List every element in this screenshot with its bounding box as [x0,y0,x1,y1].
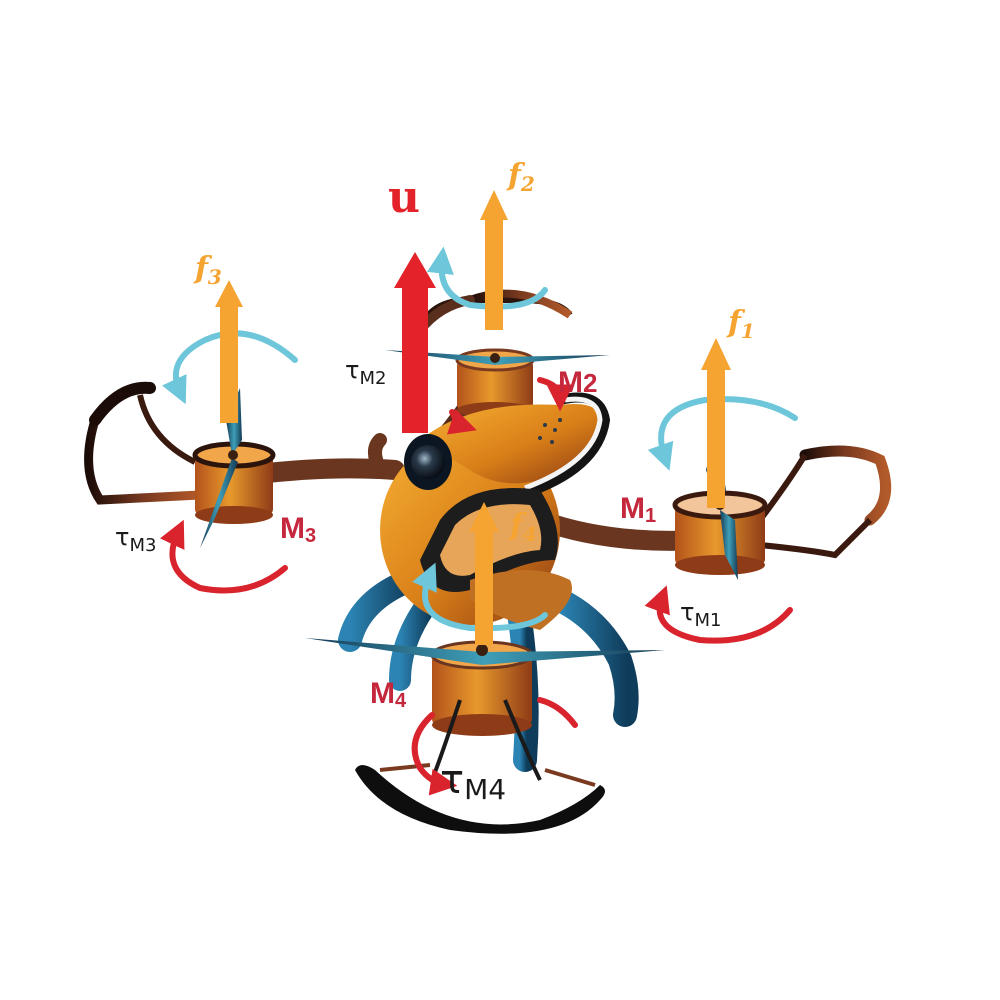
motor-m1 [672,432,892,580]
label-m4: M4 [370,677,407,712]
torque-arrows [160,377,793,796]
label-f3: f3 [193,251,222,289]
curved-arrow-icon [647,396,798,471]
motor-m3 [84,381,276,548]
curved-arrow-icon [644,585,793,644]
thrust-arrows [215,190,731,645]
up-arrow-icon [480,190,508,330]
label-m2: M2 [558,366,597,399]
propeller-m3 [200,458,238,548]
label-f2: f2 [506,158,535,196]
camera-lens-icon [404,434,452,490]
label-m3: M3 [280,512,316,547]
label-tau-m2: τM2 [345,356,386,389]
label-f1: f1 [726,305,755,343]
curved-arrow-icon [412,562,548,632]
curved-arrow-icon [411,712,458,796]
motor-m4 [305,638,665,834]
curved-arrow-icon [162,330,298,405]
curved-arrow-icon [446,408,477,435]
label-tau-m3: τM3 [115,523,156,556]
up-arrow-icon [701,338,731,508]
up-arrow-icon [469,502,499,645]
total-thrust-arrow [394,252,436,433]
label-u: u [388,172,420,223]
front-guard [355,765,605,834]
label-tau-m1: τM1 [680,598,721,631]
curved-arrow-icon [537,697,578,728]
curved-arrow-icon [427,246,548,310]
propeller-m1 [720,510,738,580]
curved-arrow-icon [160,519,288,594]
propeller-m4 [305,638,665,665]
up-arrow-icon [215,280,243,423]
label-m1: M1 [620,492,656,527]
curved-arrow-icon [537,377,574,412]
label-tau-m4: τM4 [440,757,506,806]
spin-arrows [162,246,798,632]
